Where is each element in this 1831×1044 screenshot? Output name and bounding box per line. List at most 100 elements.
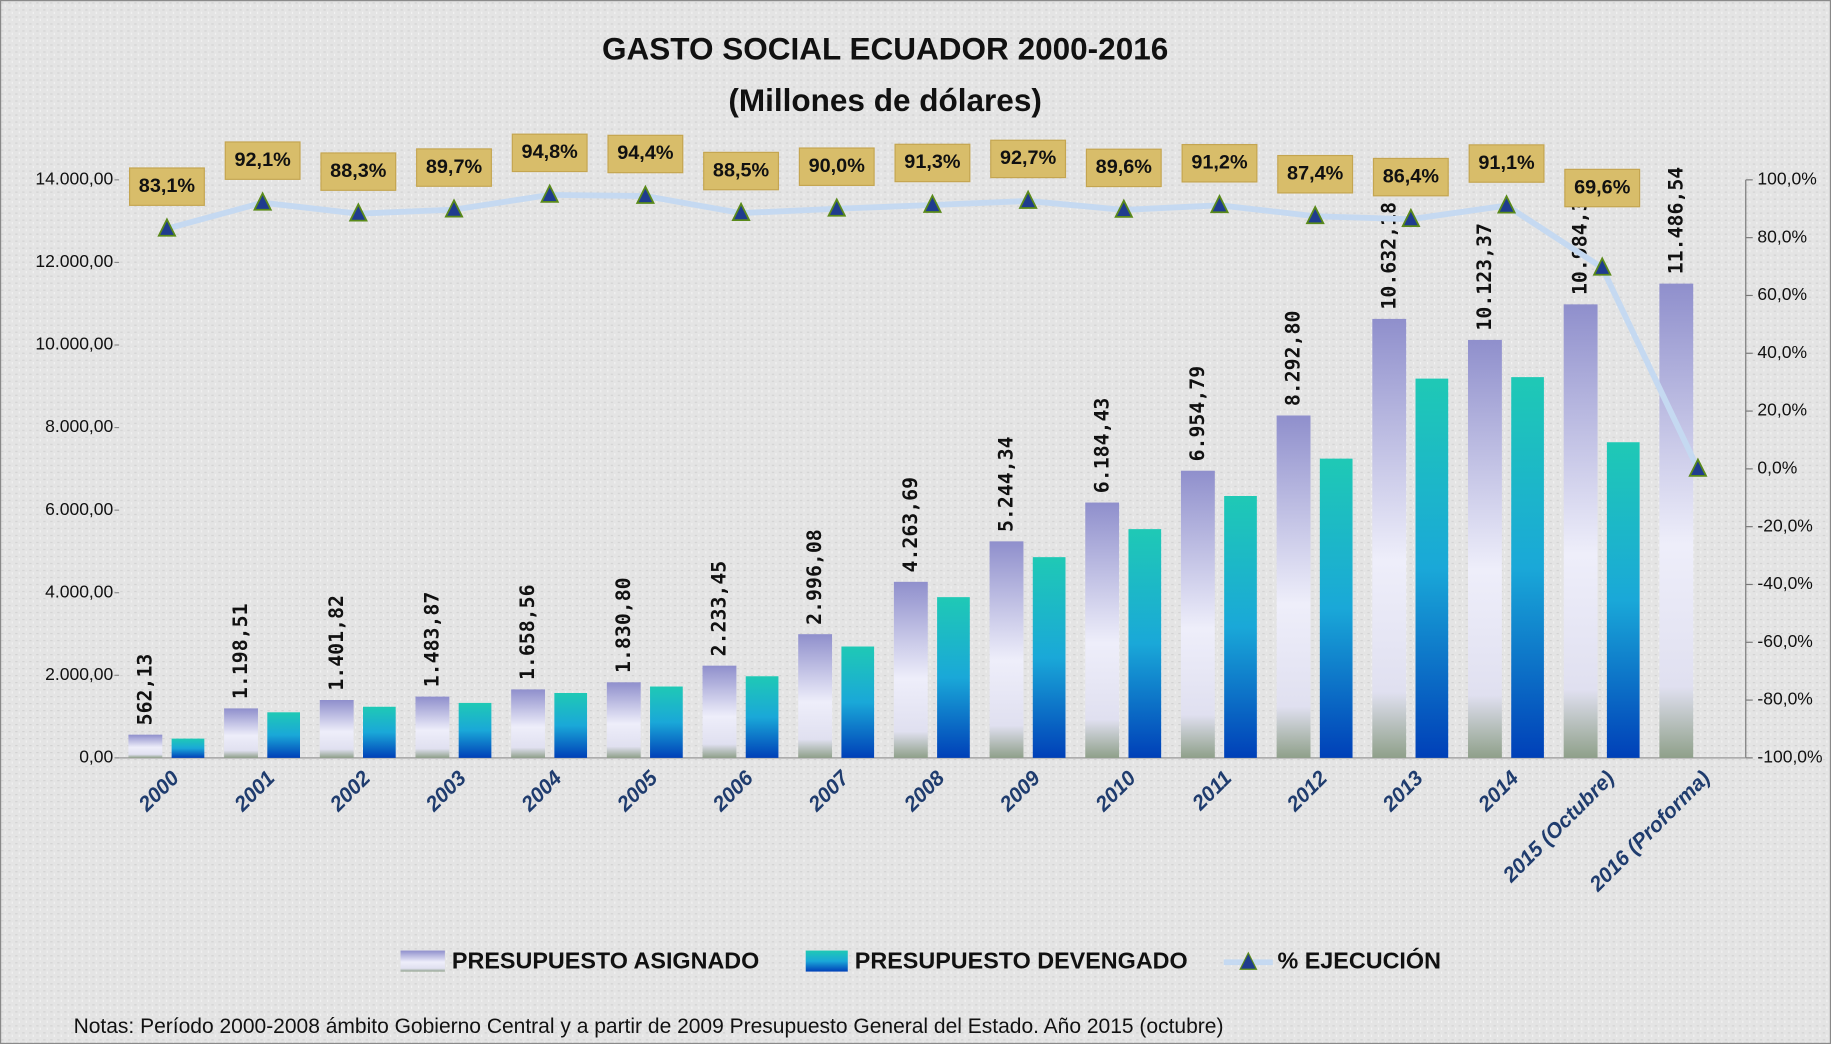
- marker: [444, 198, 464, 218]
- legend-swatch: [805, 950, 848, 972]
- label-box: [320, 152, 397, 191]
- label-box: [1564, 168, 1641, 208]
- legend-swatch: [1239, 951, 1258, 970]
- legend-swatch: [400, 950, 445, 972]
- value-label: 2.233,45: [708, 561, 731, 657]
- bar: [458, 702, 492, 758]
- y2-tick-label: -40,0%: [1757, 573, 1812, 593]
- y2-tick-label: -100,0%: [1757, 747, 1822, 767]
- value-label: 4.263,69: [899, 477, 922, 573]
- bar: [1468, 339, 1502, 758]
- marker: [1209, 193, 1230, 214]
- bar: [267, 712, 301, 758]
- bar: [1659, 283, 1694, 758]
- marker: [922, 193, 943, 213]
- legend-label: PRESUPUESTO DEVENGADO: [855, 947, 1188, 973]
- label-box: [128, 167, 205, 206]
- bar: [1085, 502, 1120, 758]
- y-tick-label: 0,00: [79, 747, 113, 767]
- value-label: 10.632,18: [1377, 202, 1400, 310]
- value-label: 69,6%: [1574, 176, 1631, 198]
- label-box: [798, 147, 875, 186]
- bar: [937, 597, 970, 758]
- y2-tick-label: 60,0%: [1757, 284, 1807, 304]
- y-tick-label: 6.000,00: [45, 499, 113, 519]
- label-box: [1085, 148, 1162, 188]
- value-label: 89,6%: [1096, 156, 1153, 178]
- value-label: 10.123,37: [1473, 223, 1496, 331]
- value-label: 1.198,51: [229, 603, 252, 699]
- value-label: 87,4%: [1287, 162, 1344, 184]
- bar: [415, 696, 450, 758]
- value-label: 5.244,34: [995, 436, 1018, 532]
- value-label: 1.401,82: [325, 595, 348, 691]
- chart-subtitle: (Millones de dólares): [728, 82, 1041, 118]
- bar: [128, 734, 163, 758]
- label-box: [1181, 143, 1258, 183]
- label-box: [894, 143, 971, 183]
- label-box: [1468, 144, 1545, 183]
- bar: [1128, 529, 1162, 758]
- bar: [319, 700, 354, 758]
- y-tick-label: 8.000,00: [45, 416, 113, 436]
- bar: [171, 738, 205, 758]
- bar: [745, 676, 779, 758]
- bar: [1319, 458, 1353, 758]
- bar: [224, 708, 258, 758]
- label-box: [990, 139, 1067, 179]
- marker: [157, 217, 177, 237]
- y2-tick-label: 0,0%: [1757, 457, 1797, 477]
- value-label: 91,1%: [1478, 152, 1535, 174]
- value-label: 91,2%: [1191, 152, 1248, 174]
- marker: [1018, 189, 1038, 209]
- value-label: 8.292,80: [1282, 311, 1305, 407]
- bar: [841, 646, 875, 758]
- bar: [650, 686, 683, 758]
- value-label: 10.984,33: [1569, 187, 1592, 295]
- bar: [1511, 377, 1544, 758]
- bar: [1224, 495, 1257, 758]
- value-label: 94,8%: [522, 141, 579, 163]
- value-label: 2.996,08: [803, 529, 826, 625]
- value-label: 6.954,79: [1186, 366, 1209, 462]
- marker: [1592, 256, 1612, 276]
- value-label: 92,1%: [234, 149, 291, 171]
- value-label: 11.486,54: [1664, 167, 1687, 275]
- value-label: 91,3%: [904, 151, 961, 173]
- label-box: [416, 148, 492, 187]
- y2-tick-label: 40,0%: [1757, 342, 1807, 362]
- y2-tick-label: 20,0%: [1757, 400, 1807, 420]
- bar: [1180, 470, 1215, 758]
- value-label: 90,0%: [809, 155, 866, 177]
- value-label: 6.184,43: [1090, 398, 1113, 494]
- y-tick-label: 12.000,00: [35, 251, 113, 271]
- y2-tick-label: -20,0%: [1757, 515, 1812, 535]
- value-label: 562,13: [133, 654, 156, 726]
- value-label: 92,7%: [1000, 147, 1057, 169]
- note: Notas: Período 2000-2008 ámbito Gobierno…: [74, 1015, 1224, 1038]
- label-box: [1277, 154, 1354, 194]
- y2-tick-label: -60,0%: [1757, 631, 1812, 651]
- value-label: 89,7%: [426, 156, 483, 178]
- bar: [511, 689, 546, 758]
- legend-label: PRESUPUESTO ASIGNADO: [452, 947, 759, 973]
- bar: [798, 634, 833, 758]
- y2-tick-label: -80,0%: [1757, 689, 1812, 709]
- marker: [635, 184, 655, 204]
- bar: [989, 541, 1024, 758]
- bar: [1415, 378, 1449, 758]
- chart-title: GASTO SOCIAL ECUADOR 2000-2016: [602, 31, 1168, 67]
- bar: [702, 665, 737, 758]
- bar: [1032, 557, 1066, 758]
- bar: [1606, 442, 1640, 758]
- marker: [731, 201, 751, 221]
- marker: [540, 183, 560, 203]
- value-label: 88,5%: [713, 159, 770, 181]
- marker: [1114, 198, 1134, 218]
- label-box: [224, 141, 301, 180]
- value-label: 1.483,87: [420, 592, 443, 688]
- value-label: 1.658,56: [516, 584, 539, 680]
- label-box: [511, 133, 588, 173]
- marker: [348, 202, 368, 222]
